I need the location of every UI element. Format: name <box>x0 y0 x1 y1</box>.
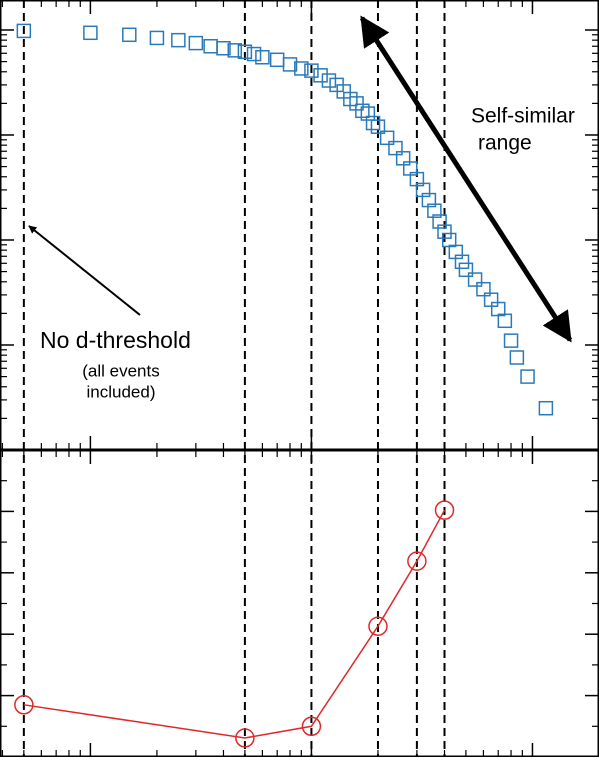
point <box>368 616 388 636</box>
point <box>122 27 137 43</box>
point <box>255 49 270 65</box>
point <box>313 68 328 83</box>
point <box>282 57 298 72</box>
annotation: range <box>478 132 532 155</box>
point <box>294 61 309 76</box>
annotation: (all events <box>82 361 159 380</box>
point <box>388 140 403 156</box>
point <box>216 40 231 56</box>
pointer-arrow <box>28 225 141 316</box>
range-arrow <box>359 15 573 343</box>
point <box>503 333 519 348</box>
point <box>467 272 483 287</box>
point <box>407 551 427 571</box>
annotation: included) <box>87 382 156 401</box>
point <box>458 262 474 278</box>
point <box>538 400 554 416</box>
point <box>149 30 165 46</box>
annotation: Self-similar <box>471 105 575 128</box>
point <box>237 44 253 60</box>
point <box>83 25 98 41</box>
point <box>304 63 319 78</box>
annotation: No d-threshold <box>40 327 191 353</box>
point <box>203 38 218 54</box>
series-line <box>23 509 446 739</box>
point <box>16 23 32 39</box>
point <box>434 500 455 520</box>
point <box>509 350 525 365</box>
point <box>301 716 322 737</box>
point <box>246 46 262 62</box>
point <box>235 728 255 748</box>
point <box>321 73 337 88</box>
point <box>520 369 535 384</box>
point <box>269 52 285 68</box>
point <box>227 43 243 58</box>
point <box>171 32 186 48</box>
point <box>188 35 204 51</box>
point <box>14 695 34 715</box>
